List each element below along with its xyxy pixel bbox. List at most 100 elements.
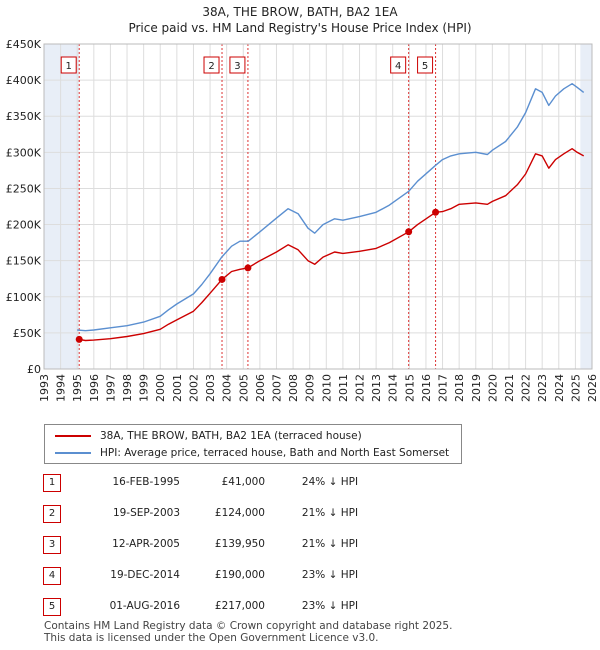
- x-tick-label: 2019: [470, 374, 483, 402]
- y-tick-label: £350K: [6, 110, 42, 123]
- y-tick-label: £100K: [6, 291, 42, 304]
- x-tick-label: 2007: [270, 374, 283, 402]
- shaded-range: [580, 44, 592, 369]
- sale-marker-label: 4: [395, 61, 401, 72]
- x-tick-label: 2015: [403, 374, 416, 402]
- plot-area: [44, 44, 592, 369]
- y-tick-label: £400K: [6, 74, 42, 87]
- sale-point: [244, 264, 252, 272]
- shaded-range: [44, 44, 80, 369]
- x-tick-label: 2025: [569, 374, 582, 402]
- sale-hpi-diff: 23% ↓ HPI: [301, 569, 359, 581]
- table-row: 1 16-FEB-1995 £41,000 24% ↓ HPI: [0, 474, 600, 494]
- x-tick-label: 2023: [536, 374, 549, 402]
- legend-label-hpi: HPI: Average price, terraced house, Bath…: [100, 447, 450, 459]
- price-chart: 1 2 3 4 5 £0 £50K £100K £150K £200K £250K £300K £350…: [6, 38, 599, 402]
- x-tick-label: 2016: [420, 374, 433, 402]
- sale-price: £139,950: [214, 538, 265, 550]
- sale-point: [405, 228, 413, 236]
- sale-marker-box: [229, 56, 246, 74]
- x-tick-label: 1993: [38, 374, 51, 402]
- x-tick-label: 2011: [337, 374, 350, 402]
- y-tick-label: £450K: [6, 38, 42, 51]
- table-row: 5 01-AUG-2016 £217,000 23% ↓ HPI: [0, 598, 600, 618]
- sale-number-badge: 3: [43, 536, 61, 554]
- y-tick-label: £300K: [6, 146, 42, 159]
- sale-marker-box: [417, 56, 434, 74]
- x-tick-label: 2005: [237, 374, 250, 402]
- plot-border: [43, 43, 593, 370]
- sale-price: £190,000: [214, 569, 265, 581]
- y-tick-label: £200K: [6, 219, 42, 232]
- sale-marker-label: 2: [208, 61, 214, 72]
- sale-price: £217,000: [214, 600, 265, 612]
- x-tick-label: 2001: [171, 374, 184, 402]
- x-tick-label: 2010: [320, 374, 333, 402]
- sale-date: 01-AUG-2016: [109, 600, 180, 612]
- y-tick-label: £50K: [13, 327, 42, 340]
- x-tick-label: 1998: [121, 374, 134, 402]
- sale-date: 16-FEB-1995: [112, 476, 180, 488]
- table-row: 4 19-DEC-2014 £190,000 23% ↓ HPI: [0, 567, 600, 587]
- y-tick-label: £150K: [6, 255, 42, 268]
- chart-title: 38A, THE BROW, BATH, BA2 1EA: [202, 5, 398, 19]
- sale-number-badge: 5: [43, 598, 61, 616]
- y-tick-label: £250K: [6, 182, 42, 195]
- footer-line-copyright: Contains HM Land Registry data © Crown c…: [44, 620, 453, 632]
- footer-line-licence: This data is licensed under the Open Gov…: [44, 632, 379, 644]
- sale-number-badge: 4: [43, 567, 61, 585]
- legend-swatch-property: [55, 435, 91, 437]
- x-tick-label: 1995: [71, 374, 84, 402]
- x-tick-label: 2026: [586, 374, 599, 402]
- chart-title-block: 38A, THE BROW, BATH, BA2 1EA Price paid …: [0, 4, 600, 36]
- sale-date: 19-DEC-2014: [110, 569, 180, 581]
- x-tick-label: 2003: [204, 374, 217, 402]
- x-tick-label: 2006: [254, 374, 267, 402]
- x-tick-label: 2014: [387, 374, 400, 402]
- x-tick-label: 1999: [138, 374, 151, 402]
- x-tick-label: 1994: [55, 374, 68, 402]
- sale-marker-box: [203, 56, 220, 74]
- sale-date: 19-SEP-2003: [112, 507, 180, 519]
- sale-marker-label: 3: [234, 61, 240, 72]
- chart-subtitle: Price paid vs. HM Land Registry's House …: [128, 21, 472, 35]
- x-tick-label: 2013: [370, 374, 383, 402]
- sale-hpi-diff: 21% ↓ HPI: [301, 538, 359, 550]
- table-row: 2 19-SEP-2003 £124,000 21% ↓ HPI: [0, 505, 600, 525]
- x-tick-label: 2024: [553, 374, 566, 402]
- footer-attribution: Contains HM Land Registry data © Crown c…: [44, 620, 452, 644]
- sale-hpi-diff: 21% ↓ HPI: [301, 507, 359, 519]
- chart-legend: 38A, THE BROW, BATH, BA2 1EA (terraced h…: [44, 424, 462, 464]
- sale-date: 12-APR-2005: [112, 538, 180, 550]
- series-line-property: [79, 148, 585, 342]
- legend-swatch-hpi: [55, 452, 91, 454]
- x-tick-label: 2000: [154, 374, 167, 402]
- y-tick-label: £0: [27, 363, 41, 376]
- x-tick-label: 2020: [486, 374, 499, 402]
- sale-price: £124,000: [214, 507, 265, 519]
- sale-number-badge: 2: [43, 505, 61, 523]
- x-tick-label: 2012: [354, 374, 367, 402]
- x-tick-label: 2018: [453, 374, 466, 402]
- sale-marker-label: 5: [422, 61, 428, 72]
- sale-marker-label: 1: [66, 61, 72, 72]
- legend-label-property: 38A, THE BROW, BATH, BA2 1EA (terraced h…: [100, 430, 362, 442]
- x-tick-label: 2017: [437, 374, 450, 402]
- x-tick-label: 2004: [221, 374, 234, 402]
- x-tick-label: 2022: [520, 374, 533, 402]
- x-tick-label: 2008: [287, 374, 300, 402]
- sale-hpi-diff: 24% ↓ HPI: [301, 476, 359, 488]
- x-tick-label: 2009: [304, 374, 317, 402]
- sale-point: [75, 335, 83, 343]
- sale-point: [432, 208, 440, 216]
- x-tick-label: 2002: [187, 374, 200, 402]
- sale-point: [218, 275, 226, 283]
- table-row: 3 12-APR-2005 £139,950 21% ↓ HPI: [0, 536, 600, 556]
- series-line-hpi: [77, 83, 585, 332]
- sale-hpi-diff: 23% ↓ HPI: [301, 600, 359, 612]
- sale-marker-box: [60, 56, 77, 74]
- x-tick-label: 2021: [503, 374, 516, 402]
- x-tick-label: 1997: [104, 374, 117, 402]
- x-tick-label: 1996: [88, 374, 101, 402]
- sale-number-badge: 1: [43, 474, 61, 492]
